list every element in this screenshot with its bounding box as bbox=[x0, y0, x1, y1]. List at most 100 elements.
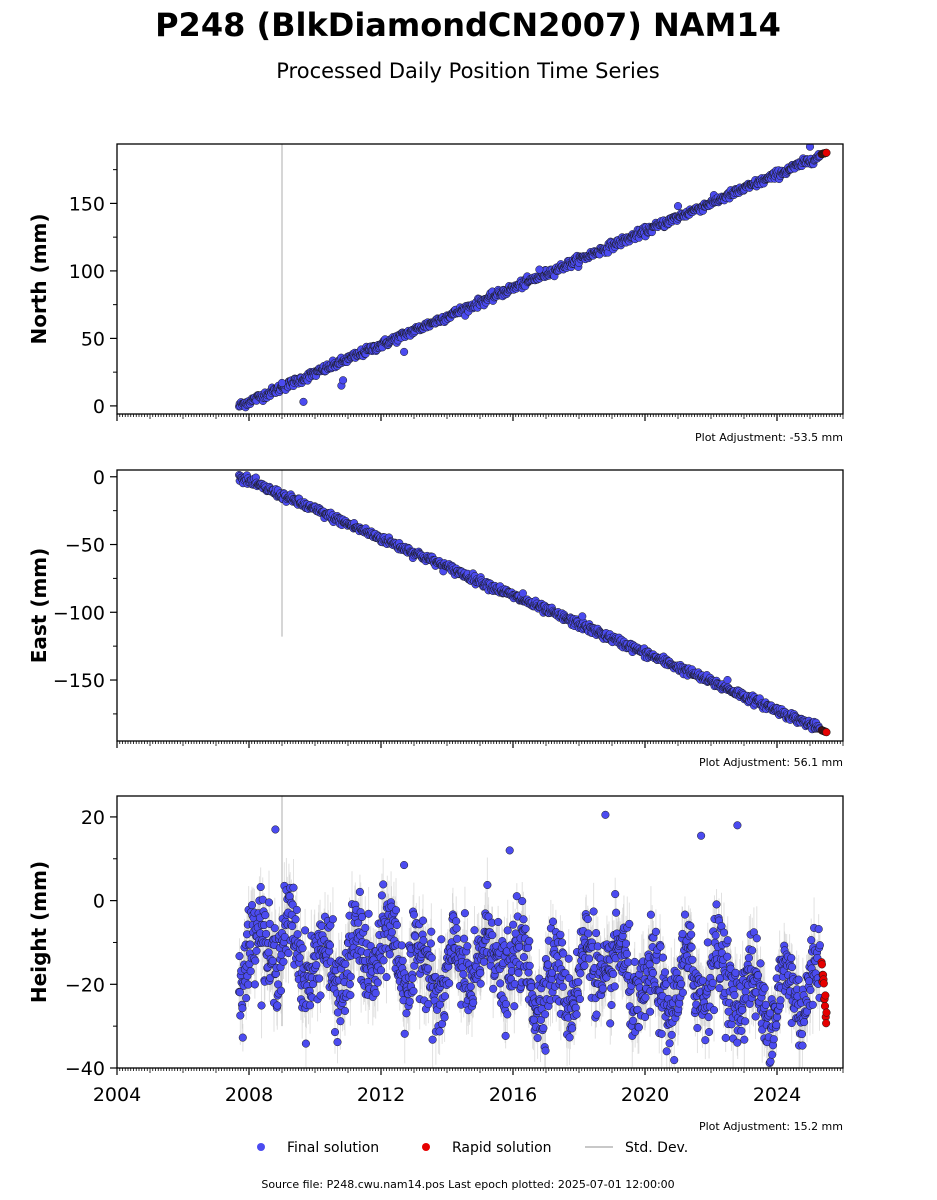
final-point bbox=[301, 926, 310, 935]
final-point bbox=[435, 1027, 444, 1036]
final-point bbox=[291, 915, 300, 924]
final-point bbox=[279, 957, 288, 966]
final-point bbox=[409, 910, 418, 919]
axes-frame bbox=[116, 143, 844, 415]
final-point bbox=[426, 939, 435, 948]
outlier-point bbox=[578, 612, 587, 621]
axes-frame bbox=[116, 469, 844, 742]
final-point bbox=[288, 922, 297, 931]
outlier-point bbox=[277, 378, 287, 388]
y-tick-label: 150 bbox=[69, 193, 105, 215]
plot-area bbox=[235, 796, 831, 1068]
final-point bbox=[452, 924, 461, 933]
y-axis-label: North (mm) bbox=[27, 213, 51, 344]
final-point bbox=[392, 920, 401, 930]
final-point bbox=[409, 987, 418, 996]
final-point bbox=[469, 998, 478, 1007]
final-point bbox=[377, 891, 386, 900]
final-point bbox=[340, 1006, 350, 1015]
final-point bbox=[328, 915, 337, 924]
outlier-point bbox=[400, 347, 409, 356]
final-point bbox=[247, 901, 257, 910]
final-point bbox=[427, 927, 436, 936]
y-tick-label: 100 bbox=[69, 261, 105, 283]
final-point bbox=[463, 942, 472, 951]
final-point bbox=[371, 989, 380, 998]
outlier-point bbox=[673, 202, 683, 211]
final-point bbox=[428, 1035, 437, 1044]
final-point bbox=[440, 1013, 449, 1022]
final-point bbox=[466, 982, 475, 991]
final-point bbox=[427, 953, 436, 962]
final-point bbox=[325, 941, 335, 950]
y-tick-label: 0 bbox=[93, 467, 105, 489]
final-point bbox=[246, 967, 255, 976]
final-solution-points bbox=[235, 144, 824, 412]
final-point bbox=[298, 944, 307, 953]
final-point bbox=[418, 916, 428, 925]
final-point bbox=[460, 909, 469, 918]
final-point bbox=[292, 905, 301, 914]
plot-area bbox=[235, 144, 831, 414]
final-point bbox=[398, 956, 407, 965]
final-point bbox=[315, 974, 324, 983]
final-point bbox=[317, 921, 326, 931]
final-point bbox=[346, 991, 355, 1000]
y-tick-label: −100 bbox=[53, 602, 105, 624]
final-point bbox=[257, 1001, 266, 1010]
final-point bbox=[379, 880, 388, 889]
rapid-point bbox=[822, 148, 831, 157]
final-point bbox=[405, 997, 414, 1006]
y-tick-label: 0 bbox=[93, 396, 105, 418]
final-point bbox=[379, 956, 388, 965]
final-point bbox=[460, 934, 469, 943]
final-point bbox=[293, 930, 302, 939]
rapid-point bbox=[822, 728, 831, 737]
final-point bbox=[236, 1011, 245, 1020]
final-point bbox=[256, 882, 265, 892]
final-point bbox=[336, 1017, 345, 1026]
rapid-solution-points bbox=[817, 726, 831, 737]
final-point bbox=[316, 991, 325, 1000]
final-point bbox=[333, 1038, 342, 1047]
outlier-point bbox=[339, 376, 348, 385]
final-point bbox=[242, 994, 251, 1003]
y-tick-label: −150 bbox=[53, 670, 105, 692]
final-point bbox=[238, 1033, 247, 1042]
final-point bbox=[341, 959, 350, 969]
final-point bbox=[452, 917, 461, 926]
final-point bbox=[453, 934, 462, 943]
north-panel: 0 50 100 150 North (mm) Plot Adjustment: -53.… bbox=[27, 143, 844, 444]
final-point bbox=[264, 898, 274, 907]
final-point bbox=[373, 978, 382, 987]
final-point bbox=[333, 1008, 342, 1017]
outlier-point bbox=[299, 397, 308, 406]
y-tick-label: 50 bbox=[81, 328, 105, 350]
final-point bbox=[295, 953, 304, 962]
rapid-solution-points bbox=[817, 148, 831, 159]
final-point bbox=[391, 906, 401, 915]
final-point bbox=[276, 986, 286, 995]
final-point bbox=[330, 1028, 340, 1037]
final-point bbox=[289, 883, 298, 892]
final-point bbox=[264, 948, 273, 957]
outlier-point bbox=[723, 675, 732, 685]
outlier-point bbox=[805, 144, 815, 151]
final-point bbox=[251, 956, 260, 965]
final-point bbox=[408, 974, 417, 983]
final-point bbox=[385, 950, 394, 959]
final-point bbox=[345, 980, 354, 989]
final-point bbox=[312, 961, 321, 970]
final-point bbox=[387, 928, 396, 937]
final-point bbox=[273, 1001, 282, 1010]
final-point bbox=[306, 1001, 315, 1010]
final-point bbox=[268, 956, 277, 965]
final-point bbox=[419, 936, 428, 945]
final-point bbox=[346, 972, 355, 981]
plot-adjustment: Plot Adjustment: 56.1 mm bbox=[699, 756, 843, 769]
final-point bbox=[364, 909, 373, 918]
final-point bbox=[262, 929, 271, 938]
final-point bbox=[261, 911, 270, 920]
